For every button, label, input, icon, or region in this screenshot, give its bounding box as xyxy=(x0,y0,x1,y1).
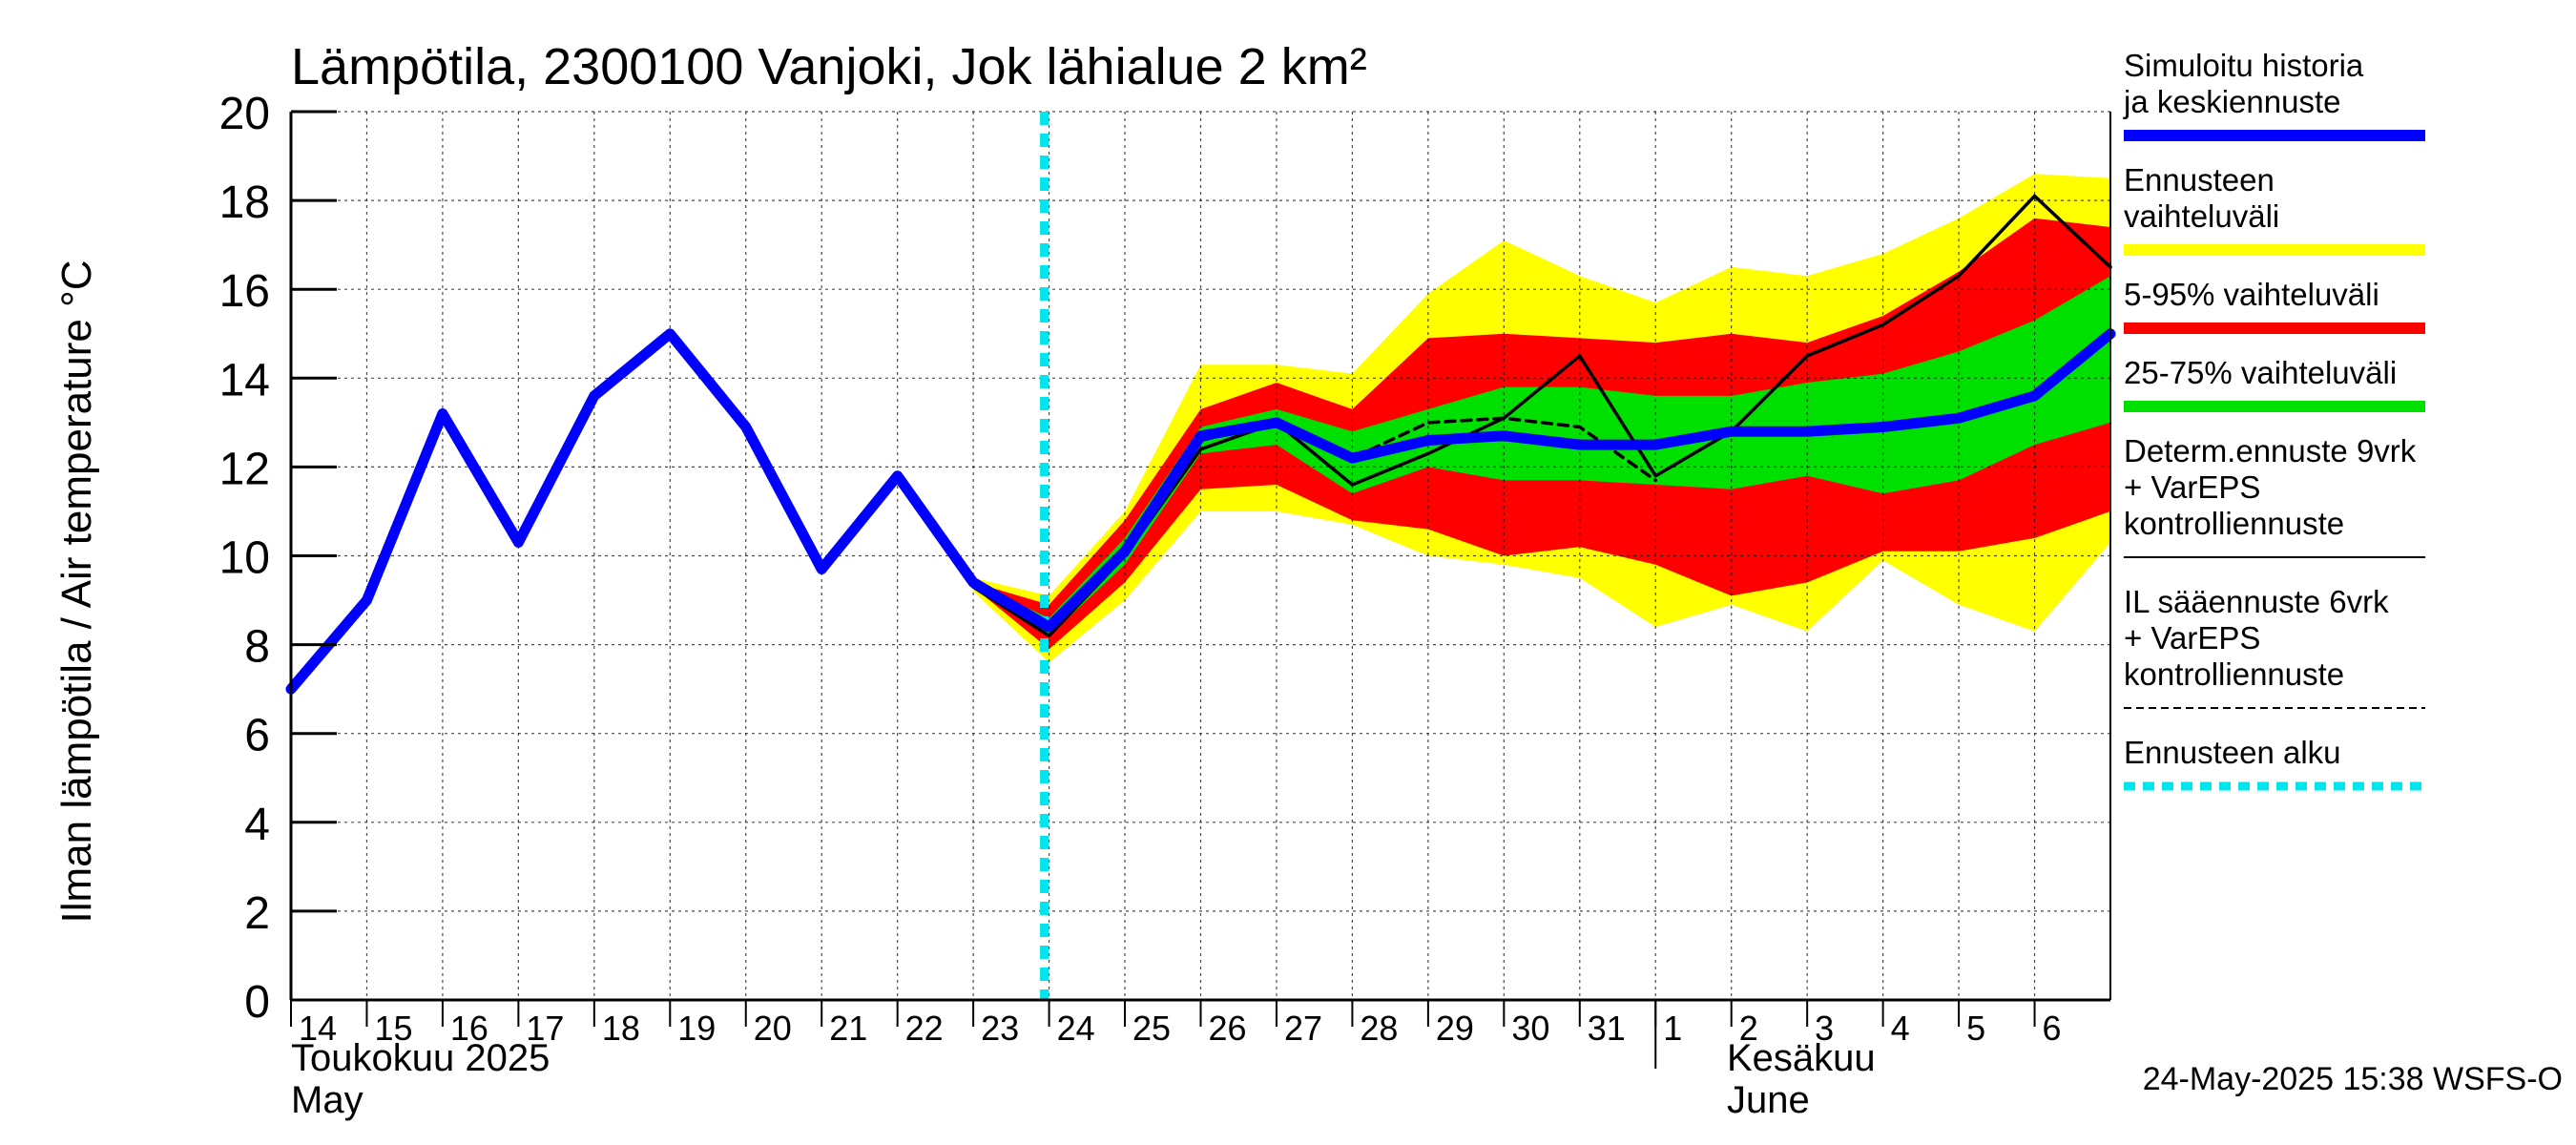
y-tick-label: 2 xyxy=(244,888,270,939)
legend-label: 5-95% vaihteluväli xyxy=(2124,277,2379,312)
series-lines xyxy=(285,112,2116,1000)
y-tick-label: 12 xyxy=(219,444,270,494)
x-tick-label: 29 xyxy=(1436,1009,1474,1048)
legend: Simuloitu historia ja keskiennuste Ennuste… xyxy=(2123,48,2425,791)
x-tick-label: 6 xyxy=(2043,1009,2062,1048)
y-tick-label: 16 xyxy=(219,266,270,317)
legend-label: Ennusteen vaihteluväli xyxy=(2124,162,2279,234)
forecast-bands xyxy=(973,174,2110,663)
series-line-simuloitu-historia-ja-keskiennuste xyxy=(285,328,2116,695)
x-tick-label: 31 xyxy=(1588,1009,1626,1048)
y-axis-label: Ilman lämpötila / Air temperature °C xyxy=(53,260,100,924)
legend-label: Ennusteen alku xyxy=(2124,735,2341,770)
x-tick-label: 17 xyxy=(526,1009,564,1048)
x-tick-label: 27 xyxy=(1284,1009,1322,1048)
x-tick-label: 1 xyxy=(1663,1009,1682,1048)
x-tick-label: 18 xyxy=(602,1009,640,1048)
x-tick-label: 23 xyxy=(981,1009,1019,1048)
x-tick-label: 2 xyxy=(1739,1009,1758,1048)
y-tick-label: 0 xyxy=(244,977,270,1028)
y-tick-label: 10 xyxy=(219,533,270,584)
month-label-june-fi: Kesäkuu xyxy=(1727,1037,1876,1079)
legend-label: 25-75% vaihteluväli xyxy=(2124,355,2397,390)
month-label-may-fi: Toukokuu 2025 xyxy=(291,1037,550,1079)
x-tick-label: 25 xyxy=(1132,1009,1171,1048)
y-tick-label: 20 xyxy=(219,89,270,139)
y-tick-label: 18 xyxy=(219,177,270,228)
chart-title: Lämpötila, 2300100 Vanjoki, Jok lähialue… xyxy=(291,38,1367,95)
x-tick-label: 24 xyxy=(1057,1009,1095,1048)
x-tick-label: 21 xyxy=(829,1009,867,1048)
y-tick-label: 4 xyxy=(244,800,270,850)
y-tick-label: 6 xyxy=(244,711,270,761)
x-tick-label: 26 xyxy=(1209,1009,1247,1048)
x-tick-label: 3 xyxy=(1815,1009,1834,1048)
month-label-may-en: May xyxy=(291,1079,364,1121)
x-tick-label: 19 xyxy=(677,1009,716,1048)
x-tick-label: 16 xyxy=(450,1009,488,1048)
x-tick-label: 5 xyxy=(1966,1009,1985,1048)
x-tick-label: 30 xyxy=(1511,1009,1549,1048)
y-tick-label: 8 xyxy=(244,622,270,673)
grid xyxy=(290,111,2110,1001)
legend-label: IL sääennuste 6vrk + VarEPS kontrolliennu… xyxy=(2124,584,2398,692)
x-tick-label: 15 xyxy=(374,1009,412,1048)
timestamp: 24-May-2025 15:38 WSFS-O xyxy=(2143,1061,2563,1097)
x-tick-label: 22 xyxy=(905,1009,944,1048)
x-tick-label: 14 xyxy=(299,1009,337,1048)
legend-label: Determ.ennuste 9vrk + VarEPS kontrolliennu… xyxy=(2124,433,2417,541)
month-label-june-en: June xyxy=(1727,1079,1810,1121)
x-tick-label: 20 xyxy=(754,1009,792,1048)
x-tick-label: 4 xyxy=(1891,1009,1910,1048)
y-tick-label: 14 xyxy=(219,355,270,406)
band-25-75-vaihteluvali xyxy=(973,276,2110,636)
x-tick-label: 28 xyxy=(1360,1009,1398,1048)
legend-label: Simuloitu historia ja keskiennuste xyxy=(2123,48,2364,119)
